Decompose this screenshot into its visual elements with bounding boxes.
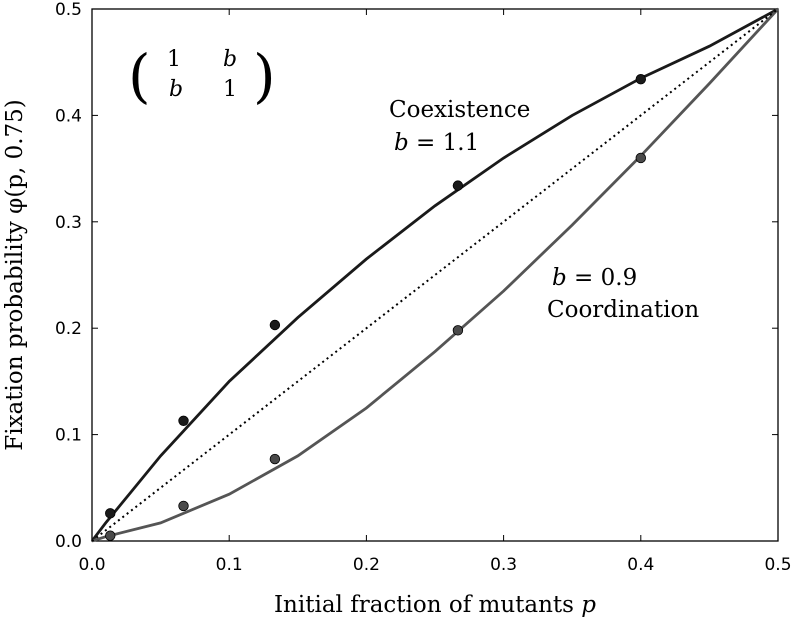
data-point <box>105 530 116 541</box>
matrix-r1c2: b <box>223 47 237 72</box>
x-tick-label: 0.4 <box>627 555 654 575</box>
matrix-open-paren: ( <box>128 42 151 110</box>
y-tick-label: 0.5 <box>55 0 82 20</box>
coordination-b-label: b = 0.9 <box>552 265 637 291</box>
data-point <box>269 453 281 465</box>
x-tick-label: 0.2 <box>353 555 380 575</box>
y-tick-label: 0.1 <box>55 426 82 446</box>
coordination-label: Coordination <box>547 297 699 323</box>
series-layer <box>90 7 780 543</box>
series-line-1 <box>90 7 779 542</box>
x-tick-label: 0.3 <box>490 555 517 575</box>
data-point <box>452 180 464 191</box>
matrix-close-paren: ) <box>253 42 276 110</box>
data-point <box>269 319 281 331</box>
payoff-matrix: ( 1 b b 1 ) <box>128 42 276 110</box>
plot-frame <box>91 8 779 542</box>
x-axis-label: Initial fraction of mutants p <box>274 592 596 618</box>
data-point <box>635 74 647 85</box>
matrix-r1c1: 1 <box>167 47 181 72</box>
x-tick-label: 0.0 <box>78 555 105 575</box>
x-tick-label: 0.5 <box>764 555 791 575</box>
data-point <box>178 415 189 426</box>
data-point <box>452 325 464 336</box>
diagonal-reference-line <box>91 8 779 542</box>
coexistence-b-label: b = 1.1 <box>394 130 479 156</box>
y-tick-label: 0.0 <box>55 532 82 552</box>
y-tick-label: 0.2 <box>55 319 82 339</box>
y-axis-label: Fixation probability φ(p, 0.75) <box>2 99 28 451</box>
data-point <box>635 152 647 164</box>
y-tick-label: 0.4 <box>55 106 82 126</box>
matrix-r2c2: 1 <box>223 77 237 102</box>
x-tick-label: 0.1 <box>216 555 243 575</box>
matrix-r2c1: b <box>169 77 183 102</box>
series-line-2 <box>91 8 780 543</box>
data-point <box>178 500 189 512</box>
y-tick-label: 0.3 <box>55 213 82 233</box>
ticks: 0.0 0.1 0.2 0.3 0.4 0.5 0.0 0.1 0.2 0.3 0.4 0.5 <box>55 0 792 575</box>
data-point <box>105 508 116 519</box>
coexistence-label: Coexistence <box>389 97 530 123</box>
